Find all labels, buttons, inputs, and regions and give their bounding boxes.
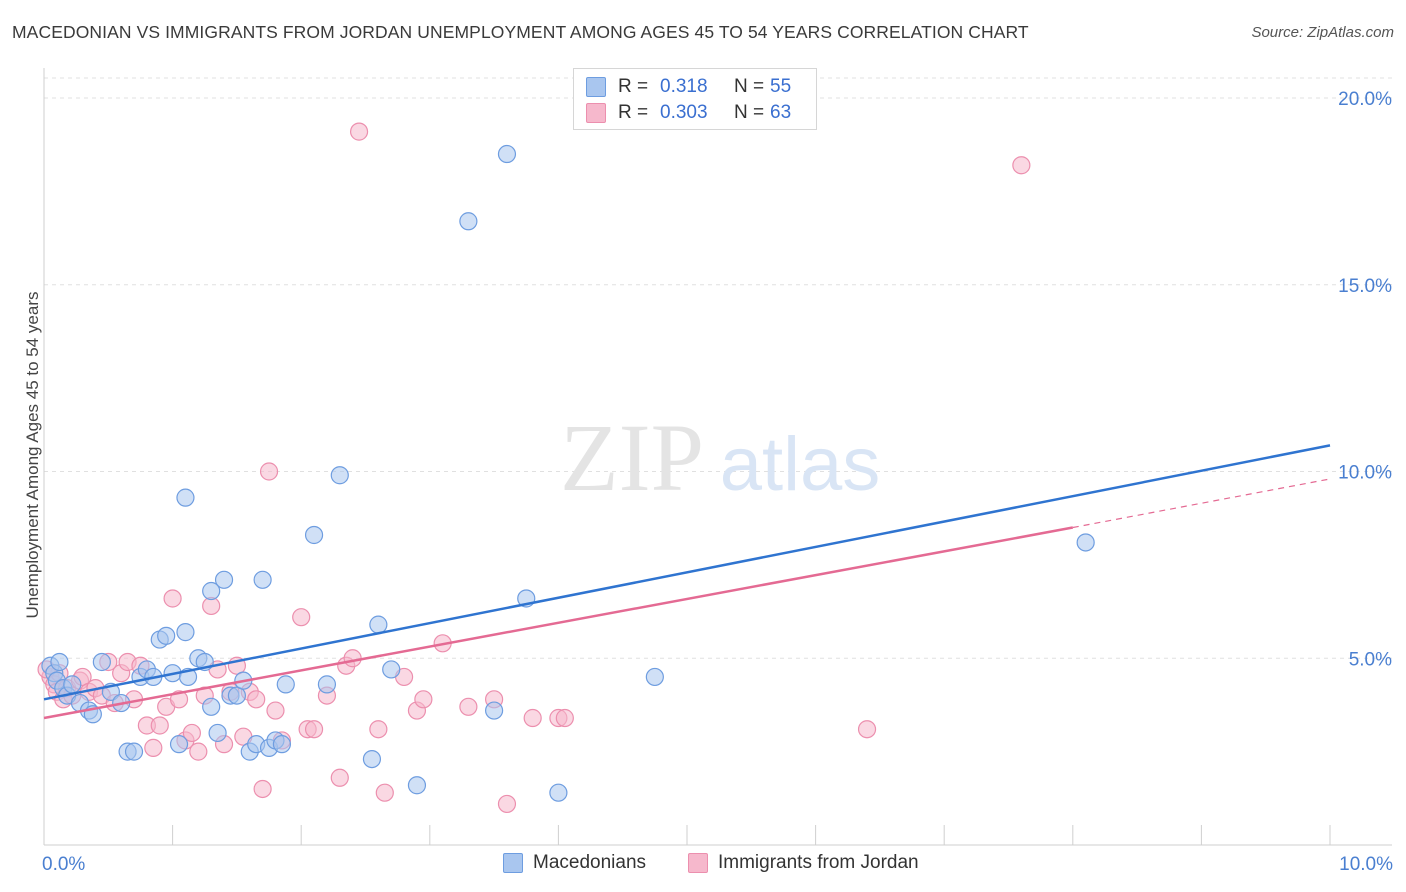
trend-line-jordan — [43, 526, 1074, 720]
data-point-jordan — [369, 720, 388, 739]
legend-row-macedonians: R = 0.318 N = 55 — [586, 75, 791, 99]
y-tick-label: 10.0% — [1338, 463, 1392, 484]
data-point-jordan — [414, 690, 433, 709]
data-point-macedonians — [276, 675, 295, 694]
data-point-jordan — [343, 649, 362, 668]
data-point-macedonians — [202, 697, 221, 716]
data-point-jordan — [144, 738, 163, 757]
data-point-macedonians — [272, 735, 292, 754]
legend-n-label: N = — [734, 76, 765, 97]
data-point-macedonians — [50, 652, 69, 672]
legend-swatch-blue — [503, 853, 523, 873]
data-point-macedonians — [549, 783, 568, 802]
x-tick-label-max: 10.0% — [1339, 854, 1393, 875]
y-tick-labels: 5.0% 10.0% 15.0% 20.0% — [1338, 89, 1392, 670]
trend-line-jordan-extension — [1072, 478, 1331, 529]
data-point-macedonians — [497, 144, 517, 164]
watermark-atlas: atlas — [720, 422, 881, 507]
legend-swatch-pink — [688, 853, 708, 873]
y-tick-label: 15.0% — [1338, 276, 1392, 297]
series-macedonians-points — [41, 144, 1095, 802]
data-point-jordan — [253, 779, 272, 799]
axes — [43, 68, 1392, 846]
legend-row-jordan: R = 0.303 N = 63 — [586, 101, 791, 125]
data-point-macedonians — [227, 686, 246, 705]
chart-title: MACEDONIAN VS IMMIGRANTS FROM JORDAN UNE… — [12, 22, 1029, 42]
data-point-macedonians — [317, 675, 337, 694]
data-point-macedonians — [330, 466, 349, 485]
data-point-macedonians — [169, 735, 189, 754]
correlation-legend: R = 0.318 N = 55 R = 0.303 N = 63 — [573, 68, 817, 130]
data-point-macedonians — [382, 660, 401, 679]
data-point-jordan — [459, 697, 478, 716]
legend-label-macedonians: Macedonians — [533, 852, 647, 873]
data-point-jordan — [555, 708, 574, 728]
legend-n-value: 55 — [770, 76, 792, 97]
data-point-macedonians — [645, 667, 664, 687]
data-point-jordan — [523, 708, 542, 728]
data-point-macedonians — [208, 723, 227, 743]
data-point-macedonians — [92, 652, 111, 672]
data-point-macedonians — [157, 626, 176, 645]
y-tick-label: 5.0% — [1349, 649, 1392, 670]
data-point-jordan — [259, 462, 279, 481]
series-legend: Macedonians Immigrants from Jordan — [0, 852, 1406, 878]
legend-swatch-pink — [586, 103, 606, 123]
data-point-jordan — [349, 122, 369, 141]
watermark-zip: ZIP — [560, 404, 704, 511]
data-point-jordan — [182, 723, 201, 743]
legend-n-value: 63 — [770, 102, 792, 123]
data-point-macedonians — [407, 776, 427, 795]
watermark: ZIP atlas — [560, 404, 880, 511]
legend-swatch-blue — [586, 77, 606, 97]
grid-lines — [44, 77, 1392, 659]
data-point-macedonians — [202, 581, 221, 601]
x-tick-label-min: 0.0% — [42, 854, 85, 875]
data-point-jordan — [330, 768, 349, 787]
data-point-jordan — [497, 794, 517, 814]
data-point-jordan — [189, 742, 208, 761]
legend-r-value: 0.318 — [660, 76, 708, 97]
data-point-macedonians — [362, 749, 382, 769]
data-point-macedonians — [485, 701, 504, 720]
data-point-macedonians — [253, 570, 272, 589]
data-point-macedonians — [1076, 533, 1095, 552]
data-point-jordan — [292, 608, 311, 627]
data-point-jordan — [150, 716, 169, 735]
data-point-jordan — [1012, 156, 1031, 175]
legend-label-jordan: Immigrants from Jordan — [718, 852, 919, 873]
data-point-macedonians — [124, 742, 144, 761]
data-point-macedonians — [304, 525, 324, 545]
source-label: Source: ZipAtlas.com — [1251, 24, 1394, 41]
y-tick-label: 20.0% — [1338, 89, 1392, 110]
data-point-macedonians — [176, 488, 195, 507]
data-point-macedonians — [63, 675, 82, 694]
data-point-macedonians — [369, 615, 388, 634]
data-point-jordan — [857, 720, 877, 739]
legend-item-jordan[interactable]: Immigrants from Jordan — [688, 852, 919, 874]
legend-r-label: R = — [618, 102, 649, 123]
data-point-jordan — [247, 690, 266, 709]
data-point-jordan — [163, 589, 182, 608]
trend-line-macedonians — [43, 444, 1331, 701]
data-point-macedonians — [176, 623, 195, 642]
data-point-jordan — [375, 783, 394, 802]
data-point-macedonians — [214, 570, 234, 589]
data-point-jordan — [304, 720, 324, 739]
data-point-jordan — [266, 701, 285, 720]
data-point-macedonians — [459, 212, 478, 231]
data-point-jordan — [169, 690, 189, 709]
x-tick-labels: 0.0% 10.0% — [42, 854, 1393, 875]
trend-lines — [43, 444, 1331, 720]
legend-item-macedonians[interactable]: Macedonians — [503, 852, 646, 874]
legend-r-value: 0.303 — [660, 102, 708, 123]
y-axis-label: Unemployment Among Ages 45 to 54 years — [23, 292, 42, 619]
legend-n-label: N = — [734, 102, 765, 123]
series-jordan-points — [37, 122, 1031, 814]
legend-r-label: R = — [618, 76, 649, 97]
